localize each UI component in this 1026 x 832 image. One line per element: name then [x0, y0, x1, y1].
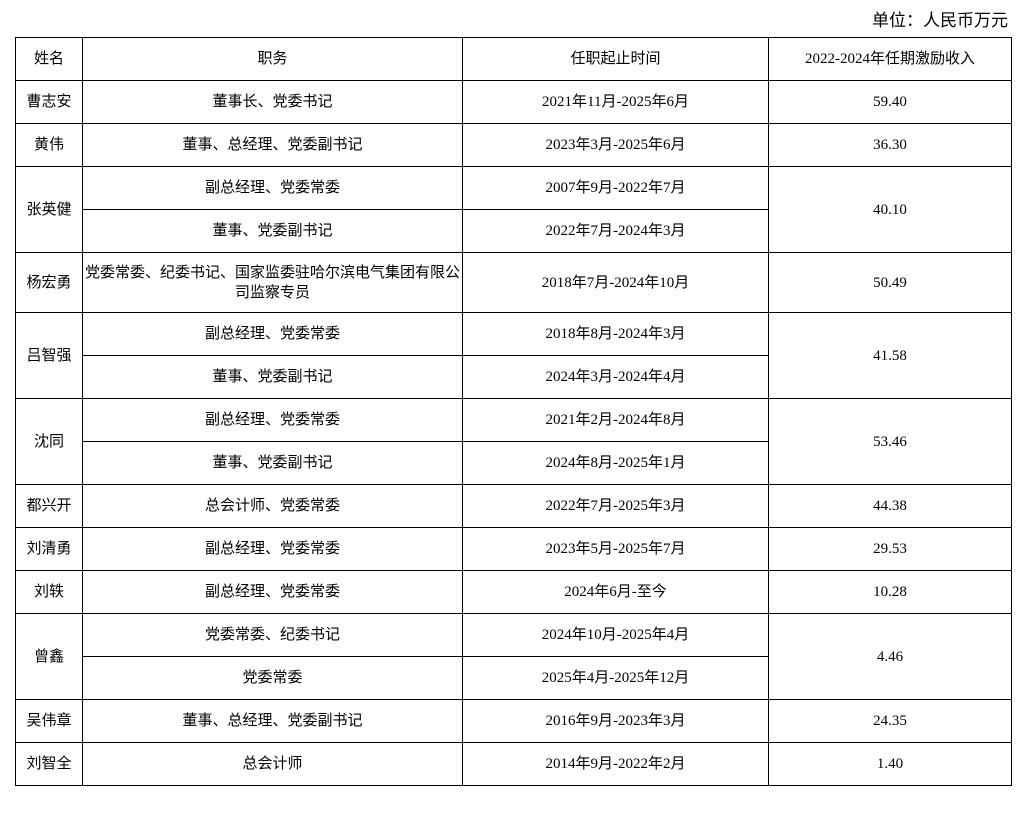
table-row: 杨宏勇 党委常委、纪委书记、国家监委驻哈尔滨电气集团有限公司监察专员 2018年7月… — [15, 252, 1012, 313]
term-cell: 2021年11月-2025年6月 — [462, 80, 769, 124]
person-name: 刘轶 — [15, 570, 83, 614]
income-cell: 29.53 — [768, 527, 1012, 571]
position-cell: 董事长、党委书记 — [82, 80, 463, 124]
position-cell: 副总经理、党委常委 — [82, 312, 463, 356]
term-cell: 2018年8月-2024年3月 — [462, 312, 769, 356]
table-row: 曾鑫 党委常委、纪委书记 2024年10月-2025年4月 4.46 — [15, 613, 1012, 700]
person-name: 都兴开 — [15, 484, 83, 528]
term-cell: 2024年8月-2025年1月 — [462, 441, 769, 485]
person-name: 曾鑫 — [15, 613, 83, 700]
header-income: 2022-2024年任期激励收入 — [768, 37, 1012, 81]
table-row: 董事、党委副书记 2022年7月-2024年3月 — [16, 209, 1012, 253]
table-row: 都兴开 总会计师、党委常委 2022年7月-2025年3月 44.38 — [15, 484, 1012, 528]
position-cell: 党委常委、纪委书记、国家监委驻哈尔滨电气集团有限公司监察专员 — [82, 252, 463, 313]
income-cell: 40.10 — [768, 166, 1012, 253]
position-cell: 副总经理、党委常委 — [82, 527, 463, 571]
term-cell: 2024年6月-至今 — [462, 570, 769, 614]
person-name: 吕智强 — [15, 312, 83, 399]
table-row: 董事、党委副书记 2024年3月-2024年4月 — [16, 355, 1012, 399]
income-cell: 10.28 — [768, 570, 1012, 614]
position-cell: 副总经理、党委常委 — [82, 166, 463, 210]
position-cell: 董事、党委副书记 — [82, 355, 463, 399]
header-row: 姓名 职务 任职起止时间 2022-2024年任期激励收入 — [15, 37, 1012, 81]
term-cell: 2025年4月-2025年12月 — [462, 656, 769, 700]
income-cell: 1.40 — [768, 742, 1012, 786]
income-cell: 50.49 — [768, 252, 1012, 313]
term-cell: 2023年5月-2025年7月 — [462, 527, 769, 571]
term-cell: 2007年9月-2022年7月 — [462, 166, 769, 210]
income-cell: 44.38 — [768, 484, 1012, 528]
table-row: 张英健 副总经理、党委常委 2007年9月-2022年7月 40.10 — [15, 166, 1012, 253]
position-cell: 董事、总经理、党委副书记 — [82, 699, 463, 743]
header-name: 姓名 — [15, 37, 83, 81]
position-cell: 董事、总经理、党委副书记 — [82, 123, 463, 167]
position-cell: 党委常委 — [82, 656, 463, 700]
position-cell: 副总经理、党委常委 — [82, 398, 463, 442]
term-cell: 2014年9月-2022年2月 — [462, 742, 769, 786]
income-cell: 59.40 — [768, 80, 1012, 124]
incentive-income-table: 姓名 职务 任职起止时间 2022-2024年任期激励收入 曹志安 董事长、党委书… — [15, 37, 1012, 786]
table-row: 沈同 副总经理、党委常委 2021年2月-2024年8月 53.46 — [15, 398, 1012, 485]
table-row: 刘智全 总会计师 2014年9月-2022年2月 1.40 — [15, 742, 1012, 786]
table-row: 曹志安 董事长、党委书记 2021年11月-2025年6月 59.40 — [15, 80, 1012, 124]
income-cell: 24.35 — [768, 699, 1012, 743]
income-cell: 4.46 — [768, 613, 1012, 700]
term-cell: 2018年7月-2024年10月 — [462, 252, 769, 313]
person-name: 刘智全 — [15, 742, 83, 786]
person-name: 杨宏勇 — [15, 252, 83, 313]
income-cell: 36.30 — [768, 123, 1012, 167]
person-name: 吴伟章 — [15, 699, 83, 743]
table-row: 吕智强 副总经理、党委常委 2018年8月-2024年3月 41.58 — [15, 312, 1012, 399]
table-row: 刘轶 副总经理、党委常委 2024年6月-至今 10.28 — [15, 570, 1012, 614]
person-name: 黄伟 — [15, 123, 83, 167]
position-cell: 党委常委、纪委书记 — [82, 613, 463, 657]
person-name: 刘清勇 — [15, 527, 83, 571]
term-cell: 2024年10月-2025年4月 — [462, 613, 769, 657]
income-cell: 53.46 — [768, 398, 1012, 485]
term-cell: 2023年3月-2025年6月 — [462, 123, 769, 167]
position-cell: 董事、党委副书记 — [82, 209, 463, 253]
header-position: 职务 — [82, 37, 463, 81]
term-cell: 2022年7月-2025年3月 — [462, 484, 769, 528]
position-cell: 副总经理、党委常委 — [82, 570, 463, 614]
unit-label: 单位：人民币万元 — [872, 11, 1008, 30]
term-cell: 2024年3月-2024年4月 — [462, 355, 769, 399]
header-term: 任职起止时间 — [462, 37, 769, 81]
position-cell: 总会计师、党委常委 — [82, 484, 463, 528]
position-cell: 总会计师 — [82, 742, 463, 786]
person-name: 曹志安 — [15, 80, 83, 124]
term-cell: 2021年2月-2024年8月 — [462, 398, 769, 442]
table-row: 董事、党委副书记 2024年8月-2025年1月 — [16, 441, 1012, 485]
position-cell: 董事、党委副书记 — [82, 441, 463, 485]
term-cell: 2016年9月-2023年3月 — [462, 699, 769, 743]
table-row: 刘清勇 副总经理、党委常委 2023年5月-2025年7月 29.53 — [15, 527, 1012, 571]
person-name: 沈同 — [15, 398, 83, 485]
table-row: 黄伟 董事、总经理、党委副书记 2023年3月-2025年6月 36.30 — [15, 123, 1012, 167]
table-row: 吴伟章 董事、总经理、党委副书记 2016年9月-2023年3月 24.35 — [15, 699, 1012, 743]
income-cell: 41.58 — [768, 312, 1012, 399]
person-name: 张英健 — [15, 166, 83, 253]
term-cell: 2022年7月-2024年3月 — [462, 209, 769, 253]
table-row: 党委常委 2025年4月-2025年12月 — [16, 656, 1012, 700]
